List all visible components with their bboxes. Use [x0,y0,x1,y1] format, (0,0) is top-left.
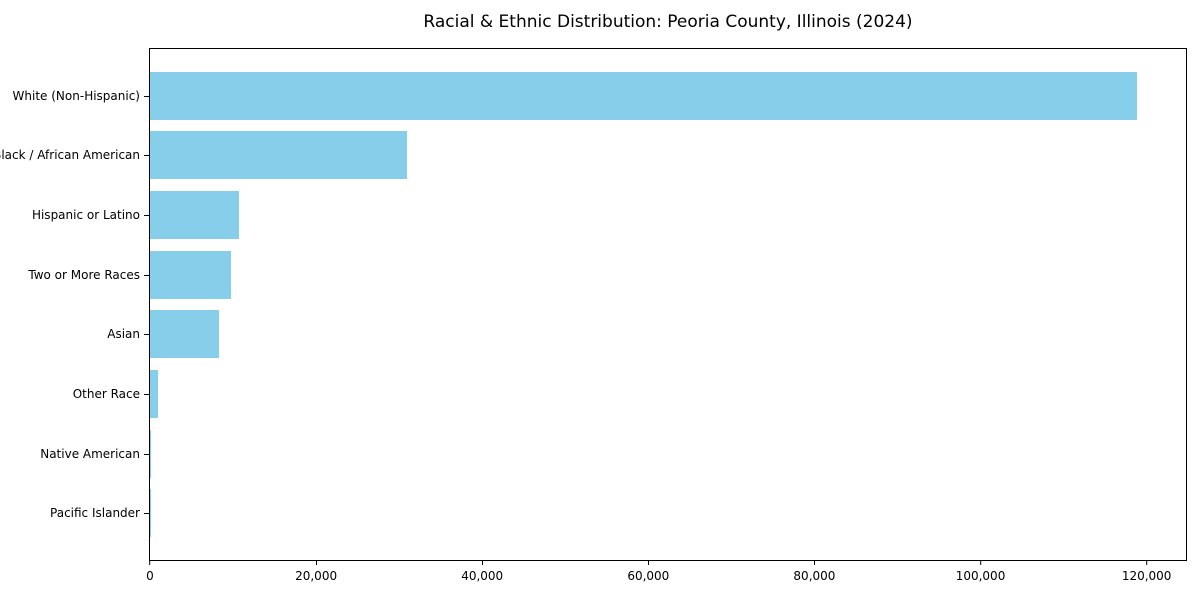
y-axis-category-label: Asian [107,327,140,342]
y-tick-mark [144,513,149,515]
bar-row: Black / African American [0,126,1186,186]
x-tick-mark [1146,560,1148,565]
bar-row: Hispanic or Latino [32,185,1186,245]
x-tick-mark [813,560,815,565]
y-axis-category-label: Native American [40,446,140,461]
bar [150,429,151,478]
x-tick-label: 40,000 [461,569,504,583]
y-tick-mark [144,274,149,276]
y-axis-category-label: Pacific Islander [50,506,140,521]
bar [150,191,239,240]
x-tick-label: 100,000 [955,569,1006,583]
y-tick-mark [144,155,149,157]
x-tick-label: 20,000 [295,569,338,583]
chart-title: Racial & Ethnic Distribution: Peoria Cou… [423,12,913,32]
x-tick-mark [149,560,151,565]
bar [150,71,1137,120]
y-axis-category-label: Black / African American [0,148,140,163]
bar [150,250,231,299]
x-tick: 60,000 [627,560,669,583]
bar-rows-container: White (Non-Hispanic) Black / African Amer… [0,49,1186,560]
bar [150,131,408,180]
x-axis: 0 20,000 40,000 60,000 80,000 100,000 120,000 [146,560,1186,590]
y-tick-mark [144,393,149,395]
bar-row: Two or More Races [28,245,1186,305]
x-tick-mark [647,560,649,565]
y-tick-mark [144,215,149,217]
x-tick-mark [481,560,483,565]
bar-row: Pacific Islander [50,483,1186,543]
x-tick: 20,000 [295,560,337,583]
bar [150,310,219,359]
x-tick-label: 0 [146,569,154,583]
x-tick: 0 [146,560,154,583]
y-axis-category-label: Two or More Races [28,267,140,282]
x-tick-mark [315,560,317,565]
y-axis-category-label: Hispanic or Latino [31,208,140,223]
x-tick-label: 80,000 [793,569,836,583]
bar [150,369,158,418]
x-tick: 120,000 [1121,560,1172,583]
x-tick-label: 60,000 [627,569,670,583]
bar-row: Native American [40,424,1186,484]
bar-row: Asian [107,305,1186,365]
y-tick-mark [144,95,149,97]
bar-row: White (Non-Hispanic) [13,66,1186,126]
y-axis-category-label: White (Non-Hispanic) [12,88,140,103]
x-tick: 80,000 [793,560,835,583]
x-tick: 100,000 [955,560,1006,583]
x-tick-mark [980,560,982,565]
y-tick-mark [144,453,149,455]
x-tick: 40,000 [461,560,503,583]
bar-row: Other Race [73,364,1186,424]
y-tick-mark [144,334,149,336]
y-axis-category-label: Other Race [72,386,140,401]
x-tick-label: 120,000 [1121,569,1172,583]
plot-area: White (Non-Hispanic) Black / African Amer… [0,48,1187,583]
